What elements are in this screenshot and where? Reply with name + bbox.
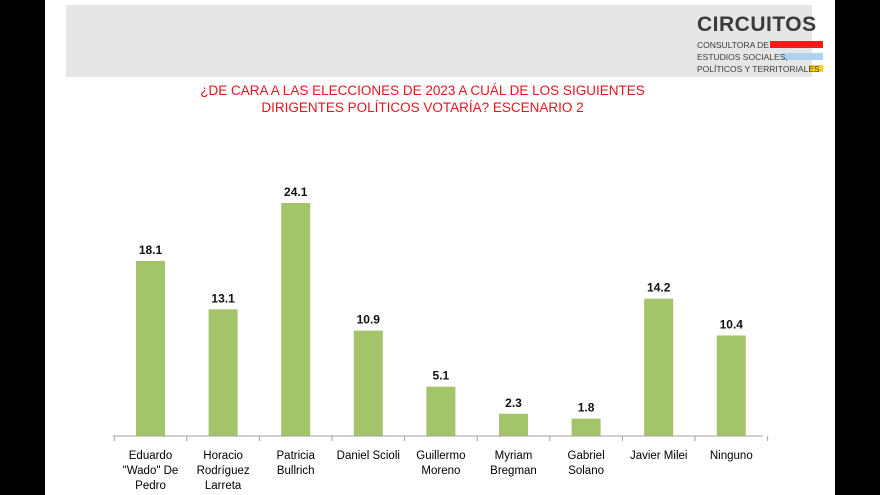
data-label: 2.3 [505,396,522,410]
category-label: Guillermo Moreno [416,450,465,477]
category-label-line: Larreta [205,480,242,492]
category-label-line: Daniel Scioli [337,450,400,462]
category-label-line: Bregman [490,465,537,477]
chart-title: ¿DE CARA A LAS ELECCIONES DE 2023 A CUÁL… [0,82,845,116]
logo-line-3: POLÍTICOS Y TERRITORIALES [697,64,820,74]
bar [571,418,601,436]
chart-title-line-1: ¿DE CARA A LAS ELECCIONES DE 2023 A CUÁL… [200,83,645,98]
category-label: Eduardo "Wado" De Pedro [123,450,179,492]
bar [208,309,238,436]
category-label-line: Horacio [203,450,243,462]
chart-title-line-2: DIRIGENTES POLÍTICOS VOTARÍA? ESCENARIO … [261,100,584,115]
category-label-line: Solano [568,465,604,477]
category-label: Myriam Bregman [490,450,537,477]
category-label: Horacio Rodríguez Larreta [197,450,250,492]
data-label: 18.1 [139,243,163,257]
category-label: Patricia Bullrich [277,450,316,477]
bar [644,298,674,436]
data-label: 13.1 [211,291,235,305]
category-label: Javier Milei [630,450,688,462]
category-label: Gabriel Solano [568,450,605,477]
logo-yellow-bar [809,65,823,72]
category-label-line: Ninguno [710,450,753,462]
data-label: 10.9 [357,313,381,327]
bar [716,335,746,436]
bar [281,203,311,436]
category-label-line: Guillermo [416,450,465,462]
category-label-line: Moreno [421,465,460,477]
logo-line-2: ESTUDIOS SOCIALES, [697,52,788,62]
data-label: 24.1 [284,185,308,199]
data-label: 10.4 [720,317,744,331]
category-label-line: Javier Milei [630,450,688,462]
logo-line-1: CONSULTORA DE [697,40,769,50]
data-label: 14.2 [647,281,671,295]
bar [499,413,528,436]
header-band: CIRCUITOS CONSULTORA DE ESTUDIOS SOCIALE… [66,5,823,77]
bar [136,261,165,436]
logo-name: CIRCUITOS [697,13,817,36]
category-label-line: "Wado" De [123,465,179,477]
category-label-line: Rodríguez [197,465,250,477]
category-label: Daniel Scioli [337,450,400,462]
circuitos-logo: CIRCUITOS CONSULTORA DE ESTUDIOS SOCIALE… [697,10,827,78]
bar [353,330,383,436]
data-label: 5.1 [433,369,450,383]
category-label-line: Gabriel [568,450,605,462]
data-label: 1.8 [578,401,595,415]
bar [426,386,456,436]
category-label-line: Myriam [495,450,533,462]
logo-red-bar [770,41,823,48]
category-label-line: Bullrich [277,465,315,477]
category-label: Ninguno [710,450,753,462]
category-label-line: Pedro [135,480,166,492]
logo-blue-bar [782,53,823,60]
category-label-line: Patricia [277,450,316,462]
category-label-line: Eduardo [129,450,172,462]
